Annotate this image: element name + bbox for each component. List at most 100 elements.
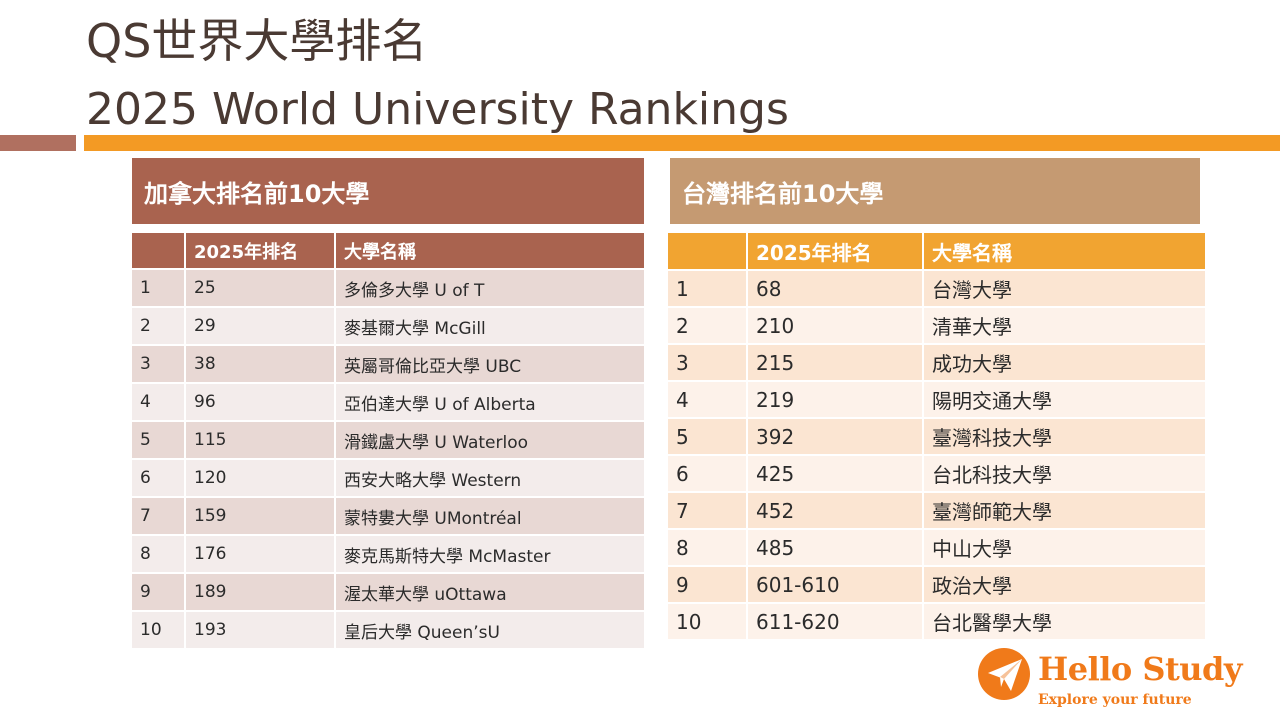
cell-rank: 25 [186,268,336,306]
table-row: 6 120 西安大略大學 Western [132,458,644,496]
cell-university: 西安大略大學 Western [336,458,644,496]
table-row: 5 115 滑鐵盧大學 U Waterloo [132,420,644,458]
column-header-university: 大學名稱 [336,233,644,268]
table-row: 8 485 中山大學 [668,528,1205,565]
cell-rank: 29 [186,306,336,344]
cell-university: 台北科技大學 [924,454,1205,491]
table-row: 7 452 臺灣師範大學 [668,491,1205,528]
table-row: 7 159 蒙特婁大學 UMontréal [132,496,644,534]
cell-university: 臺灣科技大學 [924,417,1205,454]
cell-index: 2 [668,306,748,343]
divider-bar-left [0,135,76,151]
cell-university: 渥太華大學 uOttawa [336,572,644,610]
taiwan-panel-heading: 台灣排名前10大學 [670,158,1200,224]
cell-index: 5 [132,420,186,458]
cell-index: 6 [132,458,186,496]
cell-university: 政治大學 [924,565,1205,602]
cell-rank: 176 [186,534,336,572]
cell-rank: 611-620 [748,602,924,639]
canada-rankings-table: 2025年排名 大學名稱 1 25 多倫多大學 U of T 2 29 麥基爾大學 McG… [132,233,644,648]
table-row: 5 392 臺灣科技大學 [668,417,1205,454]
logo-name: Hello Study [1038,650,1243,688]
table-header-row: 2025年排名 大學名稱 [132,233,644,268]
cell-index: 4 [132,382,186,420]
hello-study-logo: Hello Study Explore your future [976,646,1246,712]
cell-rank: 68 [748,269,924,306]
cell-index: 8 [668,528,748,565]
table-row: 9 189 渥太華大學 uOttawa [132,572,644,610]
paper-plane-icon [978,648,1030,700]
cell-index: 2 [132,306,186,344]
cell-rank: 210 [748,306,924,343]
cell-university: 英屬哥倫比亞大學 UBC [336,344,644,382]
cell-rank: 115 [186,420,336,458]
cell-rank: 452 [748,491,924,528]
cell-rank: 425 [748,454,924,491]
table-row: 1 68 台灣大學 [668,269,1205,306]
cell-index: 10 [668,602,748,639]
table-row: 8 176 麥克馬斯特大學 McMaster [132,534,644,572]
cell-rank: 485 [748,528,924,565]
canada-panel-heading: 加拿大排名前10大學 [132,158,644,224]
table-row: 10 611-620 台北醫學大學 [668,602,1205,639]
cell-university: 麥基爾大學 McGill [336,306,644,344]
table-row: 3 38 英屬哥倫比亞大學 UBC [132,344,644,382]
column-header-rank: 2025年排名 [748,233,924,269]
cell-university: 皇后大學 Queen’sU [336,610,644,648]
table-row: 6 425 台北科技大學 [668,454,1205,491]
cell-university: 陽明交通大學 [924,380,1205,417]
cell-index: 1 [668,269,748,306]
cell-university: 亞伯達大學 U of Alberta [336,382,644,420]
cell-rank: 392 [748,417,924,454]
table-row: 1 25 多倫多大學 U of T [132,268,644,306]
table-row: 4 96 亞伯達大學 U of Alberta [132,382,644,420]
column-header-university: 大學名稱 [924,233,1205,269]
cell-rank: 38 [186,344,336,382]
cell-university: 臺灣師範大學 [924,491,1205,528]
cell-university: 蒙特婁大學 UMontréal [336,496,644,534]
table-row: 9 601-610 政治大學 [668,565,1205,602]
cell-university: 清華大學 [924,306,1205,343]
cell-rank: 96 [186,382,336,420]
cell-index: 7 [132,496,186,534]
cell-rank: 120 [186,458,336,496]
cell-index: 3 [668,343,748,380]
cell-index: 6 [668,454,748,491]
taiwan-rankings-table: 2025年排名 大學名稱 1 68 台灣大學 2 210 清華大學 3 215 成功大學 4 219… [668,233,1205,639]
table-header-row: 2025年排名 大學名稱 [668,233,1205,269]
cell-index: 8 [132,534,186,572]
table-row: 10 193 皇后大學 Queen’sU [132,610,644,648]
cell-index: 1 [132,268,186,306]
cell-university: 多倫多大學 U of T [336,268,644,306]
page-title-chinese: QS世界大學排名 [86,14,428,68]
cell-index: 9 [668,565,748,602]
column-header-rank: 2025年排名 [186,233,336,268]
column-header-index [668,233,748,269]
cell-rank: 601-610 [748,565,924,602]
cell-rank: 189 [186,572,336,610]
cell-rank: 159 [186,496,336,534]
cell-index: 10 [132,610,186,648]
page-title-english: 2025 World University Rankings [86,84,789,135]
cell-index: 7 [668,491,748,528]
table-row: 3 215 成功大學 [668,343,1205,380]
cell-index: 9 [132,572,186,610]
cell-university: 滑鐵盧大學 U Waterloo [336,420,644,458]
cell-university: 麥克馬斯特大學 McMaster [336,534,644,572]
cell-university: 成功大學 [924,343,1205,380]
cell-index: 3 [132,344,186,382]
cell-university: 台灣大學 [924,269,1205,306]
table-row: 2 210 清華大學 [668,306,1205,343]
divider-bar-right [84,135,1280,151]
cell-rank: 219 [748,380,924,417]
logo-tagline: Explore your future [1038,692,1192,708]
table-row: 4 219 陽明交通大學 [668,380,1205,417]
cell-rank: 193 [186,610,336,648]
cell-university: 中山大學 [924,528,1205,565]
column-header-index [132,233,186,268]
cell-university: 台北醫學大學 [924,602,1205,639]
cell-rank: 215 [748,343,924,380]
cell-index: 5 [668,417,748,454]
table-row: 2 29 麥基爾大學 McGill [132,306,644,344]
cell-index: 4 [668,380,748,417]
